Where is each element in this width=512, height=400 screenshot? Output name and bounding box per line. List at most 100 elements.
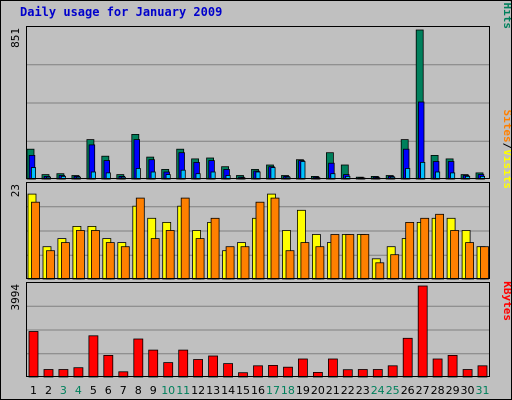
- day-label-22: 22: [341, 384, 355, 397]
- bar-sites-day-30: [465, 242, 475, 280]
- day-label-8: 8: [135, 384, 142, 397]
- bar-sites-day-14: [225, 246, 235, 280]
- bar-sites-day-6: [105, 242, 115, 280]
- day-label-24: 24: [371, 384, 385, 397]
- panel-1-max-label: 23: [9, 184, 22, 197]
- day-label-3: 3: [60, 384, 67, 397]
- day-label-28: 28: [431, 384, 445, 397]
- bar-sites-day-8: [135, 197, 145, 280]
- bar-kbytes-day-13: [208, 355, 219, 378]
- panel-1-border: [26, 182, 490, 279]
- bar-sites-day-11: [180, 197, 190, 280]
- bar-sites-day-15: [240, 246, 250, 280]
- panel-2-border: [26, 282, 490, 377]
- bar-pages-day-5: [90, 171, 96, 180]
- bar-sites-day-24: [375, 262, 385, 280]
- day-label-25: 25: [386, 384, 400, 397]
- bar-kbytes-day-26: [402, 337, 413, 378]
- bar-pages-day-11: [180, 169, 186, 180]
- day-label-9: 9: [150, 384, 157, 397]
- bar-sites-day-3: [61, 242, 70, 280]
- bar-kbytes-day-21: [327, 358, 338, 378]
- day-label-10: 10: [161, 384, 175, 397]
- bar-kbytes-day-11: [178, 349, 189, 378]
- day-label-20: 20: [311, 384, 325, 397]
- bar-sites-day-10: [165, 230, 175, 280]
- bar-kbytes-day-16: [253, 365, 263, 378]
- bar-sites-day-2: [46, 250, 55, 280]
- legend-item-visits: Visits: [501, 149, 511, 189]
- bar-pages-day-28: [435, 171, 441, 180]
- bar-sites-day-23: [360, 234, 370, 280]
- bar-sites-day-28: [435, 213, 445, 280]
- panel-2-max-label: 3994: [9, 284, 22, 311]
- bar-pages-day-1: [30, 167, 36, 180]
- day-label-23: 23: [356, 384, 370, 397]
- day-label-13: 13: [206, 384, 220, 397]
- bar-sites-day-13: [210, 217, 220, 280]
- day-label-14: 14: [221, 384, 235, 397]
- bar-kbytes-day-2: [43, 369, 54, 378]
- legend-separator: /: [501, 1, 511, 3]
- bar-kbytes-day-28: [432, 358, 443, 378]
- bar-sites-day-17: [270, 197, 280, 280]
- legend-top: Pages/Files/Hits: [501, 1, 511, 29]
- day-label-30: 30: [461, 384, 475, 397]
- bar-kbytes-day-12: [193, 359, 204, 378]
- bar-sites-day-22: [345, 234, 355, 280]
- day-label-6: 6: [105, 384, 112, 397]
- day-label-1: 1: [30, 384, 37, 397]
- bar-kbytes-day-30: [462, 369, 473, 378]
- day-label-29: 29: [446, 384, 460, 397]
- bar-kbytes-day-31: [477, 365, 488, 378]
- day-label-21: 21: [326, 384, 340, 397]
- bar-sites-day-5: [91, 230, 100, 280]
- bar-pages-day-8: [135, 168, 141, 180]
- bar-sites-day-9: [150, 238, 160, 280]
- legend-item-kbytes: KBytes: [501, 281, 511, 321]
- bar-pages-day-17: [270, 167, 276, 180]
- bar-pages-day-13: [210, 171, 216, 180]
- bar-kbytes-day-14: [223, 363, 234, 378]
- chart-title: Daily usage for January 2009: [20, 5, 223, 19]
- bar-pages-day-9: [150, 171, 156, 180]
- legend-bottom: KBytes: [501, 281, 511, 321]
- day-label-27: 27: [416, 384, 430, 397]
- day-label-15: 15: [236, 384, 250, 397]
- bar-sites-day-7: [120, 246, 130, 280]
- bar-kbytes-day-17: [268, 364, 278, 378]
- bar-pages-day-27: [420, 161, 426, 180]
- legend-item-hits: Hits: [501, 3, 511, 30]
- bar-pages-day-16: [255, 171, 261, 180]
- day-label-19: 19: [296, 384, 310, 397]
- bar-sites-day-25: [390, 254, 400, 280]
- bar-kbytes-day-23: [357, 369, 368, 378]
- day-label-11: 11: [176, 384, 190, 397]
- legend-middle: Sites/Visits: [501, 110, 511, 190]
- day-label-26: 26: [401, 384, 415, 397]
- bar-sites-day-1: [31, 201, 40, 280]
- day-label-7: 7: [120, 384, 127, 397]
- bar-kbytes-day-22: [342, 369, 353, 378]
- panel-0-max-label: 851: [9, 28, 22, 48]
- bar-sites-day-18: [285, 250, 295, 280]
- day-label-2: 2: [45, 384, 52, 397]
- bar-sites-day-29: [450, 230, 460, 280]
- bar-sites-day-20: [315, 246, 325, 280]
- bar-sites-day-16: [255, 201, 265, 280]
- bar-kbytes-day-8: [133, 338, 144, 378]
- day-label-17: 17: [266, 384, 280, 397]
- bar-kbytes-day-25: [387, 365, 398, 378]
- bar-sites-day-21: [330, 234, 340, 280]
- bar-sites-day-31: [480, 246, 489, 280]
- bar-kbytes-day-18: [283, 366, 293, 378]
- day-label-31: 31: [476, 384, 490, 397]
- bar-kbytes-day-5: [88, 335, 99, 378]
- bar-sites-day-19: [300, 242, 310, 280]
- panel-0-border: [26, 26, 490, 179]
- bar-sites-day-27: [420, 217, 430, 280]
- day-label-5: 5: [90, 384, 97, 397]
- legend-item-sites: Sites: [501, 110, 511, 143]
